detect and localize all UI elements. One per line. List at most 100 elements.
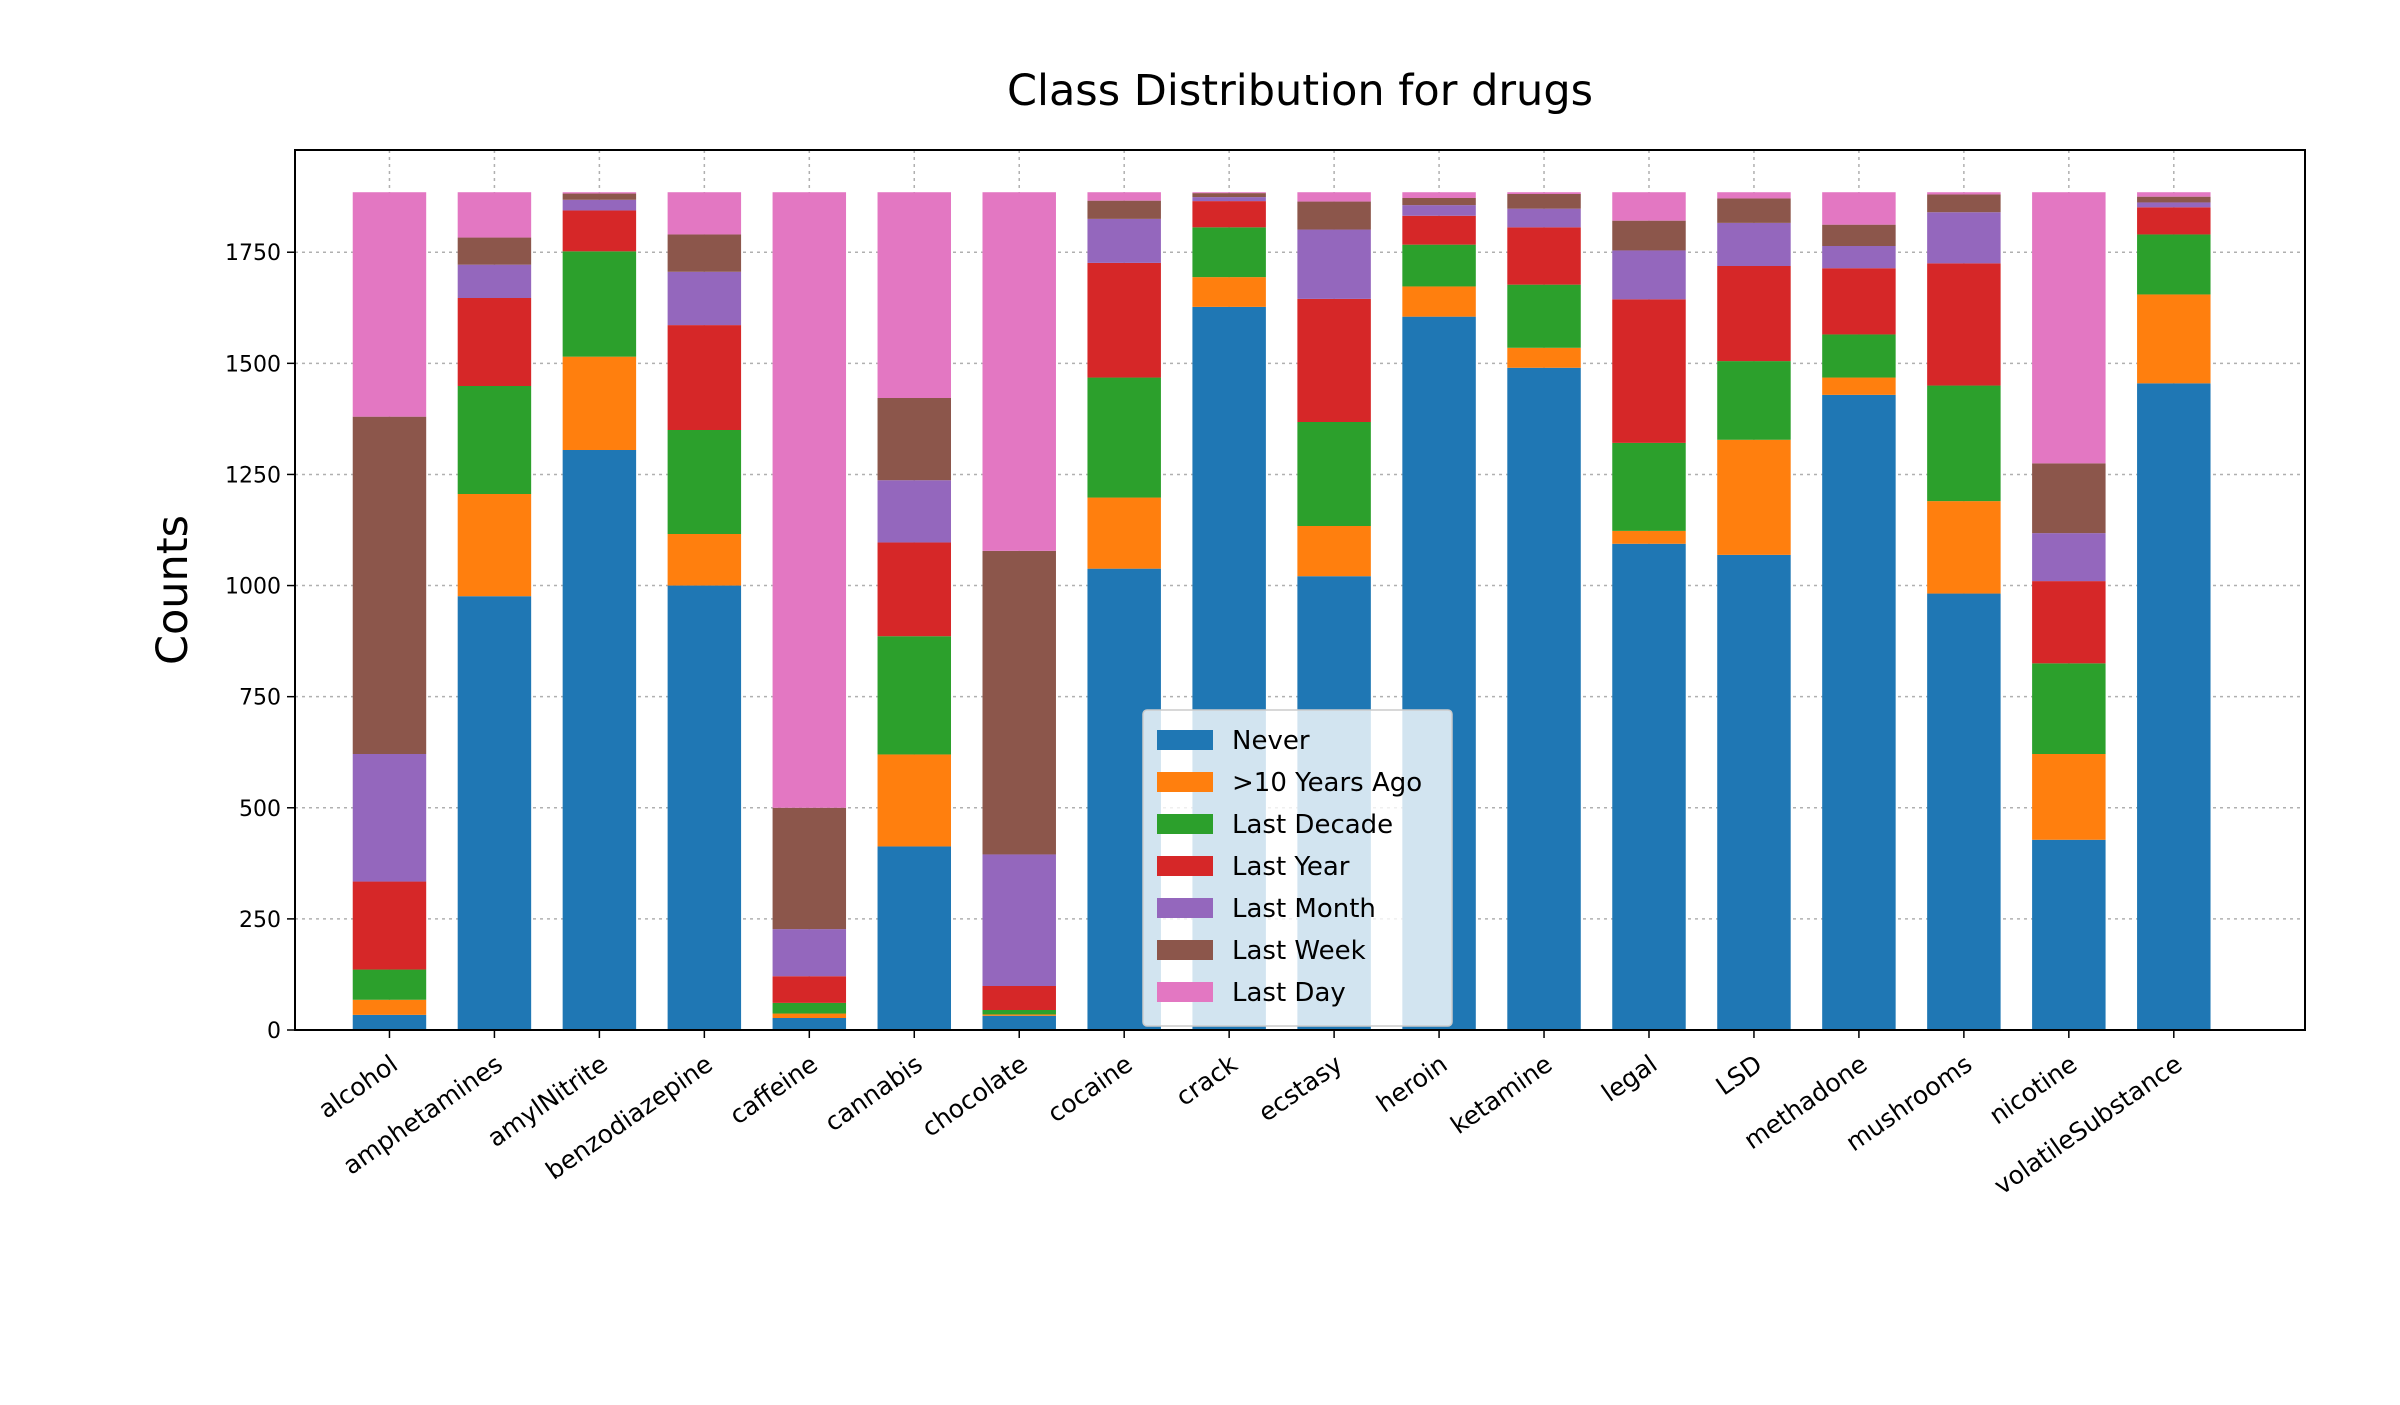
bar-alcohol-0 [352,1014,427,1030]
bar-mushrooms-5 [1927,194,2001,213]
bar-amphetamines-2 [457,386,532,494]
bar-heroin-2 [1402,244,1476,287]
bar-ketamine-6 [1507,192,1581,194]
bar-crack-6 [1192,192,1266,194]
bar-caffeine-6 [772,192,847,808]
bar-legal-4 [1612,250,1686,300]
bars-layer [352,192,2211,1031]
bar-cocaine-2 [1087,377,1161,498]
x-tick-label-chocolate: chocolate [917,1049,1033,1142]
y-tick-label: 250 [239,908,281,933]
bar-ecstasy-3 [1297,298,1371,422]
bar-LSD-6 [1717,192,1791,199]
bar-legal-6 [1612,192,1686,221]
bar-amylNitrite-2 [562,251,637,357]
bar-crack-1 [1192,277,1266,307]
bar-amphetamines-5 [457,237,532,265]
legend-label-0: Never [1232,726,1310,756]
bar-nicotine-0 [2032,839,2106,1030]
bar-chocolate-0 [982,1015,1056,1030]
bar-heroin-1 [1402,286,1476,317]
y-tick-label: 1000 [225,575,281,600]
legend-swatch-3 [1157,856,1213,876]
x-tick-label-caffeine: caffeine [724,1049,822,1130]
bar-mushrooms-2 [1927,385,2001,502]
x-tick-label-crack: crack [1171,1049,1243,1112]
legend-label-4: Last Month [1232,894,1376,924]
bar-cannabis-4 [877,480,952,543]
bar-mushrooms-4 [1927,212,2001,264]
bar-amphetamines-4 [457,264,532,298]
bar-heroin-3 [1402,215,1476,245]
legend-label-1: >10 Years Ago [1232,768,1422,798]
x-tick-label-legal: legal [1596,1049,1662,1107]
bar-cannabis-1 [877,754,952,847]
bar-benzodiazepine-6 [667,192,742,235]
y-tick-label: 750 [239,686,281,711]
bar-mushrooms-0 [1927,593,2001,1030]
bar-crack-4 [1192,197,1266,202]
x-tick-label-volatileSubstance: volatileSubstance [1989,1049,2188,1200]
bar-methadone-0 [1822,394,1896,1030]
bar-alcohol-4 [352,754,427,882]
bar-caffeine-0 [772,1018,847,1030]
bar-chocolate-2 [982,1010,1056,1015]
bar-cocaine-3 [1087,262,1161,378]
bar-crack-2 [1192,227,1266,278]
bar-benzodiazepine-5 [667,234,742,272]
bar-mushrooms-6 [1927,192,2001,195]
legend-swatch-6 [1157,982,1213,1002]
y-tick-label: 1750 [225,241,281,266]
y-tick-label: 0 [267,1019,281,1044]
bar-crack-3 [1192,201,1266,228]
y-tick-label: 1250 [225,463,281,488]
bar-cocaine-5 [1087,200,1161,219]
legend: Never >10 Years Ago Last Decade Last Year La… [1142,709,1453,1027]
legend-swatch-5 [1157,940,1213,960]
bar-cannabis-5 [877,398,952,481]
bar-ketamine-1 [1507,347,1581,368]
y-tick-label: 1500 [225,352,281,377]
bar-ketamine-5 [1507,194,1581,209]
bar-ecstasy-1 [1297,526,1371,577]
y-tick-label: 500 [239,797,281,822]
bar-cannabis-3 [877,542,952,637]
x-tick-label-cannabis: cannabis [819,1049,927,1137]
bar-heroin-6 [1402,192,1476,198]
bar-legal-2 [1612,442,1686,531]
bar-benzodiazepine-2 [667,430,742,534]
bar-methadone-2 [1822,334,1896,378]
bar-alcohol-1 [352,999,427,1015]
bar-ketamine-4 [1507,208,1581,228]
bar-benzodiazepine-3 [667,325,742,430]
bar-ecstasy-2 [1297,422,1371,526]
bar-heroin-4 [1402,205,1476,216]
bar-chocolate-5 [982,550,1056,855]
bar-mushrooms-1 [1927,501,2001,594]
legend-swatch-4 [1157,898,1213,918]
bar-cocaine-4 [1087,218,1161,263]
bar-LSD-2 [1717,361,1791,440]
bar-volatileSubstance-4 [2137,202,2211,208]
bar-ecstasy-6 [1297,192,1371,202]
bar-caffeine-4 [772,929,847,977]
bar-volatileSubstance-3 [2137,207,2211,235]
bar-LSD-4 [1717,222,1791,266]
bar-alcohol-3 [352,881,427,970]
chart-title: Class Distribution for drugs [1007,66,1593,116]
bar-nicotine-2 [2032,663,2106,754]
bar-alcohol-5 [352,416,427,754]
bar-LSD-5 [1717,198,1791,223]
bar-caffeine-5 [772,807,847,930]
plot-frame [294,149,2306,1031]
bar-methadone-6 [1822,192,1896,225]
legend-box [1142,709,1453,1027]
legend-swatch-2 [1157,814,1213,834]
bar-benzodiazepine-1 [667,534,742,586]
bar-alcohol-2 [352,969,427,1000]
bar-cannabis-2 [877,636,952,755]
bar-volatileSubstance-2 [2137,234,2211,295]
bar-ecstasy-4 [1297,229,1371,299]
